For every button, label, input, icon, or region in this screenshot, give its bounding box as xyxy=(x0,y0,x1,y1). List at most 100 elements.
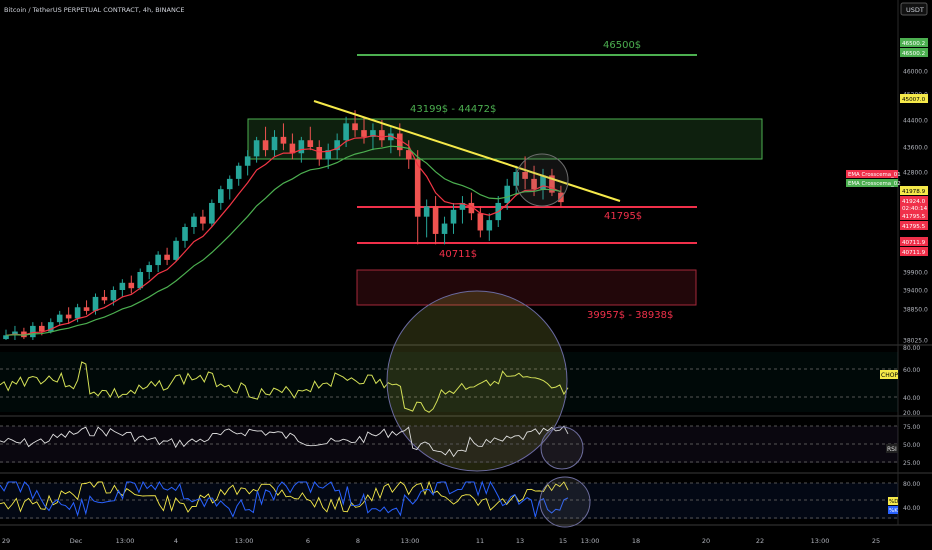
time-axis-label: 15 xyxy=(559,537,567,545)
candle-body xyxy=(262,140,269,151)
candle-body xyxy=(468,202,475,214)
price-tag xyxy=(900,237,928,246)
candle-body xyxy=(441,223,448,234)
time-axis-label: 13:00 xyxy=(811,537,830,545)
target-level-label: 46500$ xyxy=(603,40,641,51)
candle-body xyxy=(388,133,394,141)
price-tag xyxy=(900,247,928,256)
stoch-k-tag: %K xyxy=(889,508,898,514)
ema-fast-line xyxy=(5,134,562,336)
price-axis-label: 46000.0 xyxy=(903,69,928,76)
ema-legend-tag xyxy=(846,170,898,178)
candle-body xyxy=(334,140,340,151)
candle-body xyxy=(200,216,206,224)
candle-body xyxy=(423,206,430,217)
candle-body xyxy=(226,178,233,190)
candle-body xyxy=(549,175,555,193)
candle-body xyxy=(56,314,63,323)
candle-body xyxy=(218,189,224,203)
indicator-axis-label: 40.00 xyxy=(903,505,920,512)
currency-badge[interactable] xyxy=(900,2,928,16)
candle-body xyxy=(325,150,331,160)
resistance-zone[interactable] xyxy=(247,118,763,160)
time-axis-label: 25 xyxy=(872,537,880,545)
indicator-axis-label: 50.00 xyxy=(903,442,920,449)
price-axis-label: 38850.0 xyxy=(903,307,928,314)
price-tag-label: 02:40:14 xyxy=(902,206,928,212)
price-tag-label: 40711.9 xyxy=(902,250,926,256)
candle-body xyxy=(83,307,90,311)
candle-body xyxy=(361,130,367,137)
symbol-title[interactable]: Bitcoin / TetherUS PERPETUAL CONTRACT, 4… xyxy=(4,6,185,14)
rsi-axis: 75.00 50.00 25.00 xyxy=(903,424,920,467)
chop-axis: 80.00 60.00 40.00 20.00 xyxy=(903,345,920,417)
candle-body xyxy=(307,140,314,147)
time-axis-label: Dec xyxy=(70,537,83,545)
chop-indicator-line xyxy=(0,361,569,413)
candle-body xyxy=(370,130,376,137)
candle-body xyxy=(21,331,27,338)
candle-body xyxy=(235,165,242,179)
time-axis-label: 11 xyxy=(476,537,484,545)
candle-body xyxy=(540,175,546,190)
stoch-d-tag: %D xyxy=(889,499,898,505)
price-axis-label: 44400.0 xyxy=(903,118,928,125)
chop-tag: CHOP xyxy=(881,372,898,379)
candle-body xyxy=(459,202,466,210)
candle-body xyxy=(414,159,421,217)
price-tag xyxy=(900,203,928,212)
candle-body xyxy=(164,254,170,260)
rsi-indicator-line xyxy=(0,425,569,458)
time-axis-label: 13 xyxy=(516,537,524,545)
price-tag xyxy=(900,48,928,57)
price-tag-label: 41978.9 xyxy=(902,189,926,195)
time-axis-label: 22 xyxy=(756,537,764,545)
candle-body xyxy=(397,133,403,151)
price-tags: 46500.2 46500.2 45007.0 41978.9 41924.002:40… xyxy=(900,38,928,256)
candle-body xyxy=(12,331,18,336)
candle-body xyxy=(244,156,251,166)
price-axis-label: 38025.0 xyxy=(903,338,928,345)
ema-legend-label: EMA Crosscema_02 xyxy=(848,181,901,187)
time-axis-label: 13:00 xyxy=(401,537,420,545)
time-axis-label: 13:00 xyxy=(235,537,254,545)
candle-body xyxy=(352,123,358,131)
candle-body xyxy=(450,209,457,224)
candle-body xyxy=(65,314,72,319)
stoch-axis: 80.00 40.00 xyxy=(903,481,920,512)
candle-body xyxy=(146,265,152,272)
indicator-axis-label: 60.00 xyxy=(903,367,920,374)
demand-zone[interactable] xyxy=(356,269,697,306)
candle-body xyxy=(30,325,36,338)
price-axis-label: 42800.0 xyxy=(903,170,928,177)
ema-legend-label: EMA Crosscema_01 xyxy=(848,172,901,178)
price-tag-label: 40711.9 xyxy=(902,240,926,246)
time-axis[interactable]: 29 Dec 13:00 4 13:00 6 8 13:00 11 13 15 13:00 18 20 22… xyxy=(2,537,880,545)
time-axis-label: 13:00 xyxy=(116,537,135,545)
candle-body xyxy=(504,185,510,203)
price-tag-label: 45007.0 xyxy=(902,97,926,103)
candle-body xyxy=(298,140,305,154)
price-highlight-circle xyxy=(515,153,569,207)
candle-body xyxy=(92,296,99,311)
candle-body xyxy=(39,325,45,332)
candle-body xyxy=(343,123,349,141)
candle-body xyxy=(209,202,215,224)
candle-body xyxy=(128,282,135,289)
time-axis-label: 4 xyxy=(174,537,178,545)
candle-body xyxy=(191,216,197,227)
ema-legend-tags: EMA Crosscema_01 EMA Crosscema_02 xyxy=(846,170,901,187)
price-tag xyxy=(900,186,928,195)
descending-trendline[interactable] xyxy=(313,100,621,202)
support-2-label: 40711$ xyxy=(439,249,477,260)
time-axis-label: 20 xyxy=(702,537,710,545)
indicator-axis-label: 40.00 xyxy=(903,395,920,402)
price-tag-label: 41795.5 xyxy=(902,214,926,220)
time-axis-label: 29 xyxy=(2,537,10,545)
candle-body xyxy=(280,136,287,144)
candle-body xyxy=(486,220,493,231)
price-tag xyxy=(900,221,928,230)
candle-body xyxy=(47,322,54,332)
indicator-axis-label: 25.00 xyxy=(903,460,920,467)
